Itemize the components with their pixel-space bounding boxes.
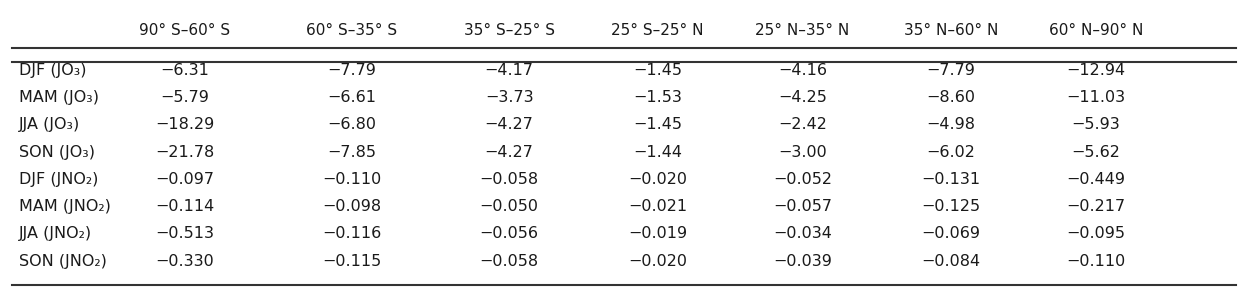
Text: −0.125: −0.125	[921, 199, 981, 214]
Text: 25° N–35° N: 25° N–35° N	[755, 23, 850, 38]
Text: −0.020: −0.020	[628, 172, 688, 187]
Text: −6.80: −6.80	[327, 117, 377, 132]
Text: −0.098: −0.098	[322, 199, 382, 214]
Text: −0.116: −0.116	[322, 226, 382, 241]
Text: JJA (JNO₂): JJA (JNO₂)	[19, 226, 92, 241]
Text: 35° N–60° N: 35° N–60° N	[904, 23, 998, 38]
Text: −1.44: −1.44	[633, 144, 683, 160]
Text: −0.097: −0.097	[155, 172, 215, 187]
Text: −8.60: −8.60	[926, 90, 976, 105]
Text: −4.17: −4.17	[484, 63, 534, 78]
Text: DJF (JNO₂): DJF (JNO₂)	[19, 172, 99, 187]
Text: −21.78: −21.78	[155, 144, 215, 160]
Text: 25° S–25° N: 25° S–25° N	[612, 23, 704, 38]
Text: −0.131: −0.131	[921, 172, 981, 187]
Text: −0.110: −0.110	[1066, 253, 1126, 269]
Text: −0.217: −0.217	[1066, 199, 1126, 214]
Text: −0.021: −0.021	[628, 199, 688, 214]
Text: −0.115: −0.115	[322, 253, 382, 269]
Text: −0.330: −0.330	[155, 253, 215, 269]
Text: −7.79: −7.79	[926, 63, 976, 78]
Text: −0.058: −0.058	[479, 253, 539, 269]
Text: −2.42: −2.42	[778, 117, 827, 132]
Text: −4.98: −4.98	[926, 117, 976, 132]
Text: −4.27: −4.27	[484, 117, 534, 132]
Text: −0.110: −0.110	[322, 172, 382, 187]
Text: −0.050: −0.050	[479, 199, 539, 214]
Text: −0.084: −0.084	[921, 253, 981, 269]
Text: −0.020: −0.020	[628, 253, 688, 269]
Text: 60° S–35° S: 60° S–35° S	[306, 23, 398, 38]
Text: −1.53: −1.53	[633, 90, 683, 105]
Text: 60° N–90° N: 60° N–90° N	[1048, 23, 1143, 38]
Text: −0.057: −0.057	[773, 199, 832, 214]
Text: 90° S–60° S: 90° S–60° S	[139, 23, 231, 38]
Text: −4.16: −4.16	[778, 63, 827, 78]
Text: MAM (JO₃): MAM (JO₃)	[19, 90, 99, 105]
Text: −0.019: −0.019	[628, 226, 688, 241]
Text: −1.45: −1.45	[633, 117, 683, 132]
Text: −0.034: −0.034	[773, 226, 832, 241]
Text: −0.513: −0.513	[155, 226, 215, 241]
Text: −0.052: −0.052	[773, 172, 832, 187]
Text: −3.00: −3.00	[778, 144, 827, 160]
Text: SON (JNO₂): SON (JNO₂)	[19, 253, 106, 269]
Text: −5.93: −5.93	[1071, 117, 1121, 132]
Text: −12.94: −12.94	[1066, 63, 1126, 78]
Text: JJA (JO₃): JJA (JO₃)	[19, 117, 80, 132]
Text: −0.056: −0.056	[479, 226, 539, 241]
Text: SON (JO₃): SON (JO₃)	[19, 144, 95, 160]
Text: −0.095: −0.095	[1066, 226, 1126, 241]
Text: 35° S–25° S: 35° S–25° S	[464, 23, 554, 38]
Text: −1.45: −1.45	[633, 63, 683, 78]
Text: −0.058: −0.058	[479, 172, 539, 187]
Text: −7.79: −7.79	[327, 63, 377, 78]
Text: −5.62: −5.62	[1071, 144, 1121, 160]
Text: −11.03: −11.03	[1066, 90, 1126, 105]
Text: DJF (JO₃): DJF (JO₃)	[19, 63, 86, 78]
Text: −5.79: −5.79	[160, 90, 210, 105]
Text: −6.02: −6.02	[926, 144, 976, 160]
Text: −6.61: −6.61	[327, 90, 377, 105]
Text: MAM (JNO₂): MAM (JNO₂)	[19, 199, 111, 214]
Text: −3.73: −3.73	[485, 90, 533, 105]
Text: −18.29: −18.29	[155, 117, 215, 132]
Text: −0.039: −0.039	[773, 253, 832, 269]
Text: −4.27: −4.27	[484, 144, 534, 160]
Text: −0.069: −0.069	[921, 226, 981, 241]
Text: −0.449: −0.449	[1066, 172, 1126, 187]
Text: −0.114: −0.114	[155, 199, 215, 214]
Text: −7.85: −7.85	[327, 144, 377, 160]
Text: −4.25: −4.25	[778, 90, 827, 105]
Text: −6.31: −6.31	[160, 63, 210, 78]
